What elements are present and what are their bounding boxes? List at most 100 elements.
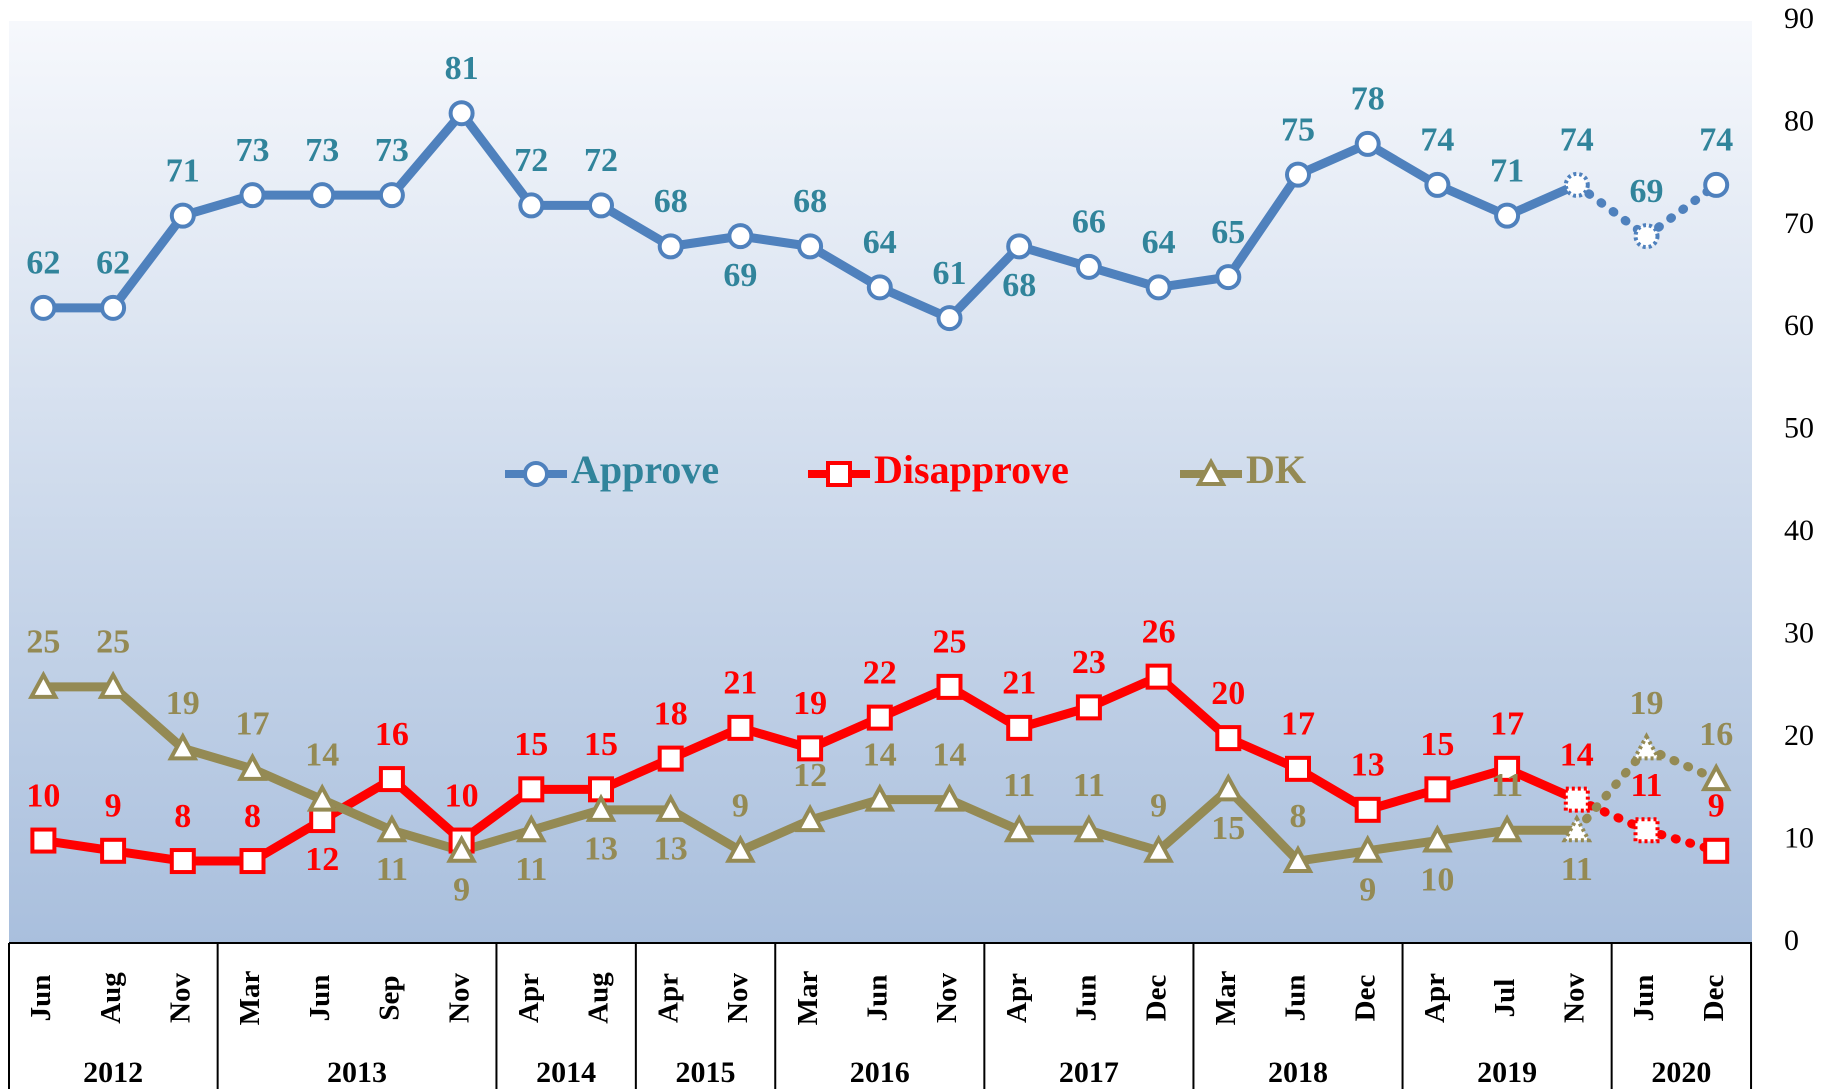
data-point [1145, 274, 1172, 301]
data-point [657, 745, 684, 772]
year-label: 2012 [83, 1056, 143, 1089]
data-point [1003, 814, 1035, 843]
data-point [30, 827, 57, 854]
data-point [1633, 817, 1660, 844]
data-label: 11 [515, 851, 547, 888]
x-tick-label: Aug [583, 972, 615, 1024]
data-label: 73 [375, 132, 409, 169]
data-label: 19 [793, 685, 827, 722]
data-label: 9 [1150, 788, 1167, 825]
data-label: 81 [445, 50, 479, 87]
data-label: 71 [166, 152, 200, 189]
y-tick-label: 20 [1784, 719, 1814, 752]
data-label: 9 [453, 872, 470, 909]
data-point [100, 294, 127, 321]
data-label: 25 [933, 624, 967, 661]
x-tick-label: Nov [931, 973, 963, 1023]
data-label: 74 [1699, 122, 1733, 159]
data-label: 13 [654, 831, 688, 868]
data-point [1075, 253, 1102, 280]
data-point [655, 793, 687, 822]
data-point [1700, 762, 1732, 792]
data-label: 22 [863, 654, 897, 691]
data-point [1073, 814, 1105, 843]
x-tick-label: Dec [1140, 975, 1172, 1022]
data-point [1282, 844, 1314, 874]
data-label: 72 [584, 142, 618, 179]
data-label: 9 [105, 788, 122, 825]
data-point [1006, 714, 1033, 741]
data-point [1703, 171, 1730, 198]
data-label: 15 [584, 726, 618, 763]
year-label: 2017 [1059, 1056, 1119, 1089]
data-label: 11 [376, 851, 408, 888]
data-point [446, 834, 477, 863]
data-label: 12 [305, 841, 339, 878]
data-point [727, 223, 754, 250]
data-point [1633, 223, 1660, 250]
data-point [1354, 130, 1381, 157]
data-label: 64 [1142, 224, 1176, 261]
x-tick-label: Dec [1349, 975, 1381, 1022]
data-label: 17 [1281, 706, 1315, 743]
data-point [1563, 786, 1590, 813]
data-point [1285, 755, 1311, 782]
data-label: 23 [1072, 644, 1106, 681]
data-label: 73 [305, 132, 339, 169]
legend-label: Disapprove [874, 447, 1069, 492]
y-tick-label: 40 [1784, 514, 1814, 547]
data-label: 75 [1281, 111, 1315, 148]
data-point [28, 670, 59, 699]
data-point [515, 814, 547, 843]
x-tick-label: Jun [1628, 975, 1660, 1022]
data-label: 68 [654, 183, 688, 220]
year-label: 2016 [850, 1056, 910, 1089]
data-point [1631, 732, 1662, 761]
data-label: 61 [933, 255, 967, 292]
data-point [239, 182, 266, 209]
data-label: 13 [1351, 747, 1385, 784]
data-point [1006, 233, 1033, 260]
data-label: 19 [1630, 685, 1664, 722]
data-label: 69 [1630, 173, 1664, 210]
data-label: 16 [1699, 716, 1733, 753]
data-label: 20 [1211, 675, 1245, 712]
data-point [1494, 755, 1521, 782]
data-label: 9 [732, 788, 749, 825]
data-label: 71 [1490, 152, 1524, 189]
data-point [1143, 834, 1174, 863]
data-point [866, 274, 893, 301]
data-label: 17 [236, 706, 270, 743]
legend-label: Approve [571, 447, 719, 492]
x-tick-label: Mar [234, 971, 266, 1026]
data-point [725, 834, 756, 863]
x-tick-label: Mar [1210, 971, 1242, 1026]
data-label: 15 [1420, 726, 1454, 763]
data-label: 25 [26, 624, 60, 661]
data-point [167, 732, 199, 761]
data-point [309, 182, 336, 209]
data-label: 26 [1142, 613, 1176, 650]
x-tick-label: Jun [1071, 975, 1103, 1022]
x-tick-label: Jun [861, 975, 893, 1022]
data-point [237, 752, 268, 781]
data-point [934, 783, 965, 812]
data-point [1424, 171, 1451, 198]
data-label: 8 [1290, 798, 1307, 835]
x-tick-label: Aug [95, 972, 127, 1024]
data-label: 10 [445, 777, 479, 814]
x-tick-label: Jun [304, 975, 336, 1022]
data-point [100, 837, 127, 864]
y-tick-label: 30 [1784, 617, 1814, 650]
data-point [1354, 796, 1381, 823]
data-label: 12 [793, 757, 827, 794]
legend-label: DK [1246, 447, 1306, 492]
year-label: 2014 [536, 1056, 596, 1089]
data-label: 18 [654, 695, 688, 732]
y-tick-label: 90 [1784, 2, 1814, 35]
data-point [309, 807, 336, 834]
data-point [1563, 171, 1590, 198]
y-tick-label: 0 [1784, 924, 1799, 957]
data-point [797, 735, 824, 762]
data-label: 14 [863, 736, 897, 773]
